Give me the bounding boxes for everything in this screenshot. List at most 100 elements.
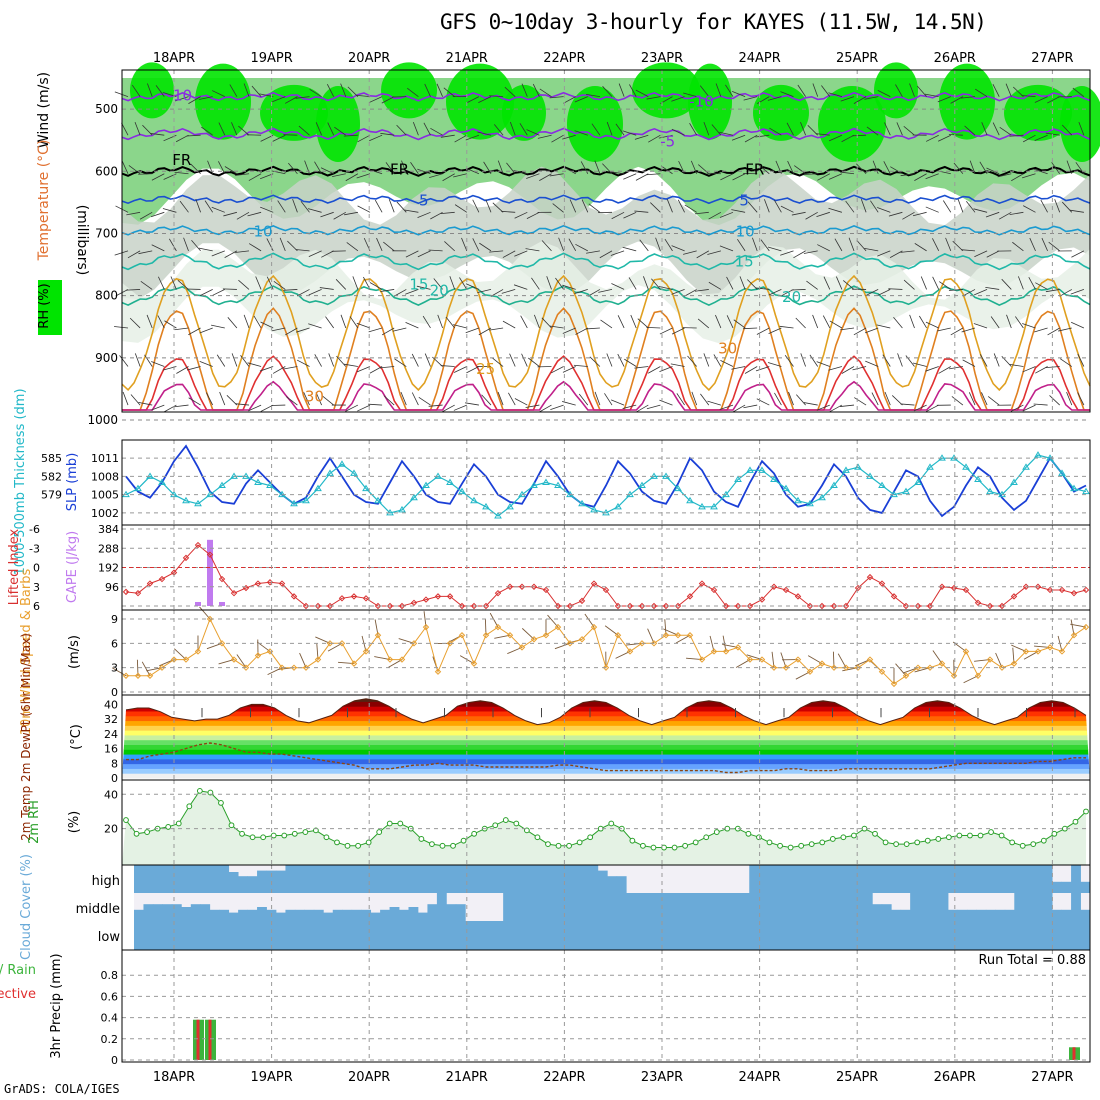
wind-barb	[205, 392, 214, 406]
wind-barb	[949, 366, 963, 370]
data-point	[158, 664, 166, 671]
wind-barb	[333, 211, 346, 220]
wind-barb	[272, 134, 286, 142]
wind-barb	[211, 250, 225, 257]
data-point	[314, 602, 322, 610]
cloud-bar	[711, 893, 722, 921]
wind-barb	[405, 289, 419, 295]
data-point	[638, 640, 646, 647]
wind-barb	[786, 122, 794, 136]
thickness-tick: 585	[41, 452, 62, 465]
data-point	[1034, 451, 1042, 458]
cloud-bar	[380, 865, 390, 893]
cloud-bar	[834, 865, 845, 893]
wind-barb	[489, 95, 504, 98]
wind-barb	[519, 123, 528, 136]
cloud-bar	[1033, 921, 1044, 950]
cape-tick: 288	[98, 542, 119, 555]
data-point	[182, 656, 190, 663]
cloud-bar	[910, 865, 921, 893]
wind-barb	[658, 286, 673, 290]
rh-max-blob	[632, 62, 700, 119]
wind-barb	[611, 211, 625, 220]
wind-barb	[218, 659, 235, 665]
wind-barb	[853, 96, 867, 104]
rh-max-blob	[130, 62, 174, 119]
wind-barb	[816, 361, 830, 367]
data-point	[133, 830, 140, 837]
data-point	[290, 593, 298, 600]
data-point	[745, 830, 752, 837]
wind-barb	[131, 84, 141, 97]
data-point	[494, 589, 502, 597]
data-point	[446, 640, 454, 647]
wind-barb	[335, 279, 347, 290]
wind-barb	[1035, 366, 1048, 374]
wind-barb	[296, 359, 310, 367]
wind-barb	[731, 91, 746, 98]
wind-barb	[585, 327, 600, 330]
wind-barb	[424, 83, 431, 97]
wind-barb	[925, 321, 939, 329]
wind-barb	[945, 237, 952, 252]
wind-barb	[926, 404, 939, 412]
data-point	[794, 593, 802, 600]
wind-barb	[243, 83, 250, 97]
data-point	[362, 484, 370, 492]
cloud-bar	[351, 865, 362, 893]
wind-barb	[803, 250, 818, 254]
wind-barb	[828, 134, 843, 142]
data-point	[698, 656, 706, 663]
cloud-bar	[635, 921, 646, 950]
cloud-bar	[294, 865, 305, 893]
data-point	[1046, 644, 1054, 651]
cloud-bar	[436, 865, 447, 893]
wind-barb	[684, 289, 697, 297]
data-point	[1019, 842, 1026, 849]
wind-barb	[520, 315, 528, 329]
wind-barb	[1029, 237, 1036, 252]
wind-barb	[611, 283, 625, 290]
wind-barb	[877, 90, 891, 98]
cloud-bar	[976, 909, 987, 921]
cloud-bar	[228, 912, 239, 921]
wind-barb	[756, 398, 770, 406]
wind-barb	[322, 395, 334, 406]
wind-barb	[151, 361, 165, 367]
axis-label: (millibars)	[74, 205, 90, 276]
data-point	[806, 602, 814, 610]
cloud-bar	[815, 893, 826, 921]
wind-barb	[454, 204, 468, 213]
data-point	[506, 632, 514, 639]
wind-barb	[492, 202, 504, 213]
cloud-bar	[872, 921, 883, 950]
wind-barb	[715, 83, 722, 97]
wind-barb	[888, 288, 903, 290]
cloud-bar	[787, 865, 797, 893]
wind-barb	[229, 84, 238, 97]
wind-barb	[948, 134, 963, 136]
data-point	[123, 817, 129, 823]
rh-shade	[122, 241, 1090, 344]
cloud-bar	[815, 921, 826, 950]
wind-barb	[599, 250, 613, 259]
cloud-bar	[285, 909, 296, 921]
wind-barb	[779, 325, 794, 329]
cloud-bar	[853, 921, 864, 950]
wind-barb	[917, 85, 927, 97]
cloud-bar	[588, 865, 599, 893]
cloud-bar	[380, 921, 390, 950]
wind-barb	[966, 201, 976, 213]
cloud-bar	[1052, 881, 1063, 893]
wind-barb	[211, 324, 225, 329]
cloud-bar	[701, 921, 712, 950]
data-point	[914, 839, 921, 846]
cloud-bar	[1052, 921, 1063, 950]
wind-barb	[126, 289, 141, 291]
data-point	[1082, 487, 1090, 495]
cape-tick: 96	[105, 581, 119, 594]
wind-barb	[962, 359, 976, 367]
wind-barb	[584, 613, 595, 628]
cloud-bar	[389, 865, 400, 893]
rh-max-blob	[874, 62, 918, 119]
